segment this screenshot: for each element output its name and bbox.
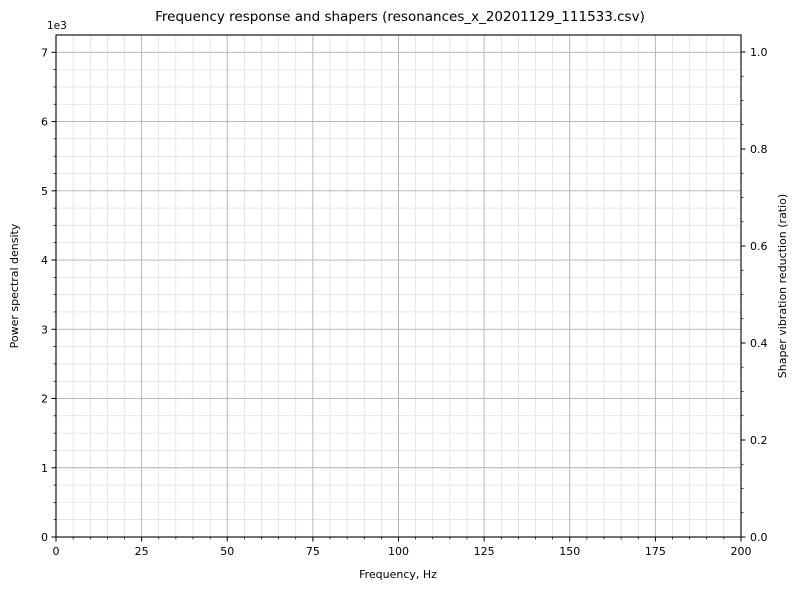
y-tick-label-right: 0.6 bbox=[750, 240, 768, 253]
y-tick-label-right: 0.4 bbox=[750, 337, 768, 350]
x-tick-label: 125 bbox=[474, 545, 495, 558]
y-tick-label-left: 1 bbox=[41, 462, 48, 475]
y-tick-label-right: 0.8 bbox=[750, 143, 768, 156]
y-tick-label-right: 0.0 bbox=[750, 531, 768, 544]
grid-layer bbox=[55, 35, 742, 538]
x-tick-label: 25 bbox=[135, 545, 149, 558]
x-axis-label: Frequency, Hz bbox=[359, 568, 437, 581]
tick-layer: 0 25 50 75 100 125 150 175 200 0 1 2 3 4 5 6 7 0.0 0.2 0.4 0… bbox=[41, 46, 768, 558]
y-tick-label-right: 1.0 bbox=[750, 46, 768, 59]
x-tick-label: 150 bbox=[559, 545, 580, 558]
y-axis-label-right: Shaper vibration reduction (ratio) bbox=[776, 194, 789, 378]
y-tick-label-left: 2 bbox=[41, 393, 48, 406]
y-axis-offset-text: 1e3 bbox=[47, 20, 67, 32]
y-tick-label-left: 5 bbox=[41, 185, 48, 198]
y-tick-label-left: 6 bbox=[41, 116, 48, 129]
y-axis-label-left: Power spectral density bbox=[8, 223, 21, 348]
y-tick-label-left: 4 bbox=[41, 254, 48, 267]
page-title: Frequency response and shapers (resonanc… bbox=[155, 9, 645, 25]
x-tick-label: 175 bbox=[645, 545, 666, 558]
y-tick-label-right: 0.2 bbox=[750, 434, 768, 447]
x-tick-label: 0 bbox=[53, 545, 60, 558]
y-tick-label-left: 7 bbox=[41, 46, 48, 59]
x-tick-label: 100 bbox=[388, 545, 409, 558]
y-tick-label-left: 0 bbox=[41, 531, 48, 544]
y-tick-label-left: 3 bbox=[41, 323, 48, 336]
x-tick-label: 50 bbox=[220, 545, 234, 558]
x-tick-label: 200 bbox=[731, 545, 752, 558]
x-tick-label: 75 bbox=[306, 545, 320, 558]
